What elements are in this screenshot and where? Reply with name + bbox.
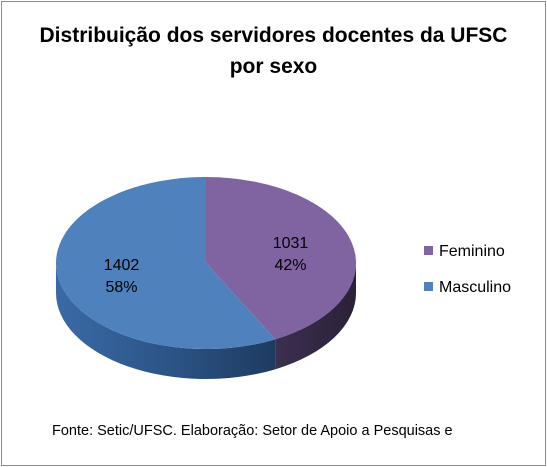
chart-title: Distribuição dos servidores docentes da … [39, 24, 508, 78]
data-label-value: 1031 [273, 235, 309, 252]
pie-tops [55, 177, 356, 349]
data-label-percent: 58% [105, 279, 137, 296]
legend: Feminino Masculino [424, 243, 511, 296]
legend-swatch-masculino [424, 282, 433, 291]
pie-side-feminino [275, 263, 356, 370]
data-label-value: 1402 [104, 257, 140, 274]
pie-slice-masculino [55, 177, 276, 349]
source-note: Fonte: Setic/UFSC. Elaboração: Setor de … [52, 423, 453, 439]
pie-slice-feminino [206, 177, 356, 340]
legend-swatch-feminino [424, 246, 433, 255]
pie-sides [56, 263, 356, 379]
legend-label-feminino: Feminino [439, 243, 505, 260]
legend-label-masculino: Masculino [439, 279, 511, 296]
data-labels: 1031 42% 1402 58% [104, 235, 309, 296]
pie-side-masculino [56, 263, 276, 379]
data-label-percent: 42% [275, 257, 307, 274]
